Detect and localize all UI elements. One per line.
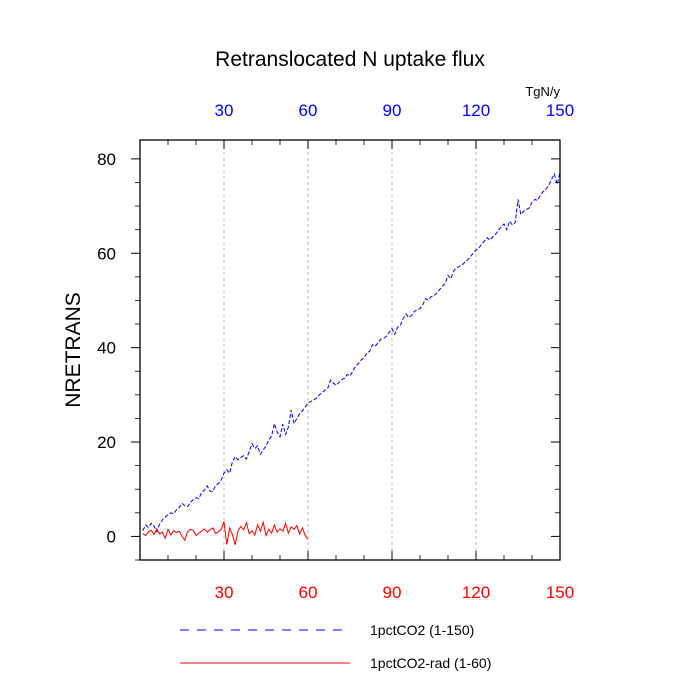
- x-tick-label-top: 150: [546, 101, 574, 120]
- x-tick-label-bottom: 120: [462, 583, 490, 602]
- plot-frame: [139, 139, 561, 561]
- series-line-1: [142, 171, 561, 533]
- x-tick-label-bottom: 30: [215, 583, 234, 602]
- x-tick-label-bottom: 150: [546, 583, 574, 602]
- x-tick-label-top: 60: [299, 101, 318, 120]
- tick-layer: 30 30 60 60 90 90 120 120 150 150 0 20 40 60 80: [97, 101, 574, 602]
- y-tick-label: 0: [107, 527, 116, 546]
- x-tick-label-bottom: 90: [383, 583, 402, 602]
- chart-title: Retranslocated N uptake flux: [215, 48, 485, 71]
- legend-label-1: 1pctCO2 (1-150): [370, 622, 474, 638]
- units-label: TgN/y: [525, 84, 560, 99]
- y-tick-label: 60: [97, 244, 116, 263]
- grid-layer: [223, 140, 477, 560]
- y-tick-label: 20: [97, 433, 116, 452]
- legend-label-2: 1pctCO2-rad (1-60): [370, 655, 491, 671]
- x-tick-label-top: 120: [462, 101, 490, 120]
- series-line-2: [142, 520, 309, 546]
- x-tick-label-top: 90: [383, 101, 402, 120]
- y-tick-label: 80: [97, 150, 116, 169]
- series-layer: [142, 171, 561, 546]
- x-tick-label-bottom: 60: [299, 583, 318, 602]
- y-axis-label: NRETRANS: [62, 292, 85, 408]
- y-tick-label: 40: [97, 339, 116, 358]
- x-tick-label-top: 30: [215, 101, 234, 120]
- legend-layer: 1pctCO2 (1-150) 1pctCO2-rad (1-60): [180, 622, 491, 671]
